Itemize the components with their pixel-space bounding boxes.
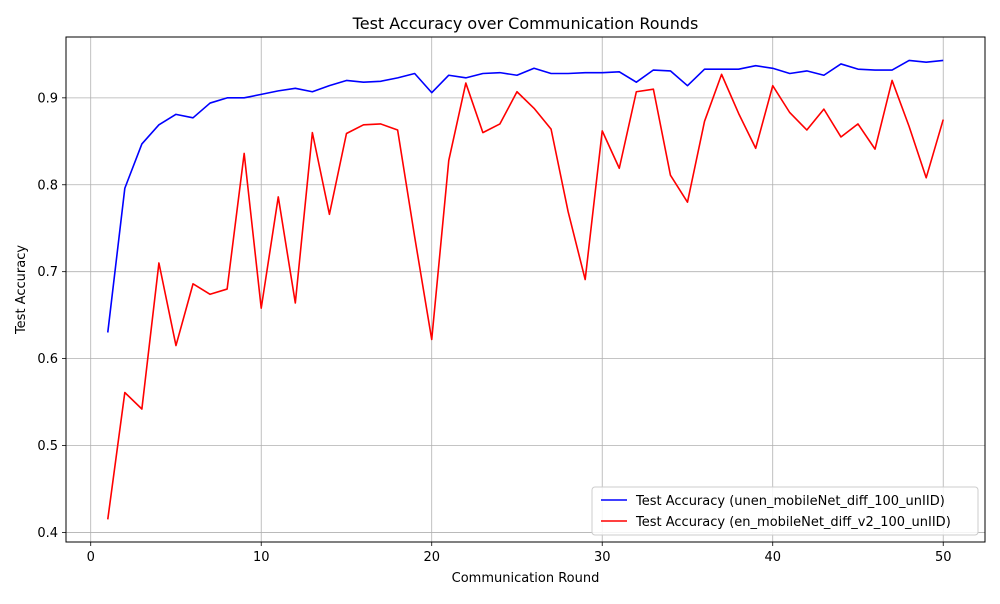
y-axis-label: Test Accuracy [14, 245, 29, 335]
y-tick-label: 0.8 [37, 178, 58, 193]
x-tick-label: 20 [423, 550, 440, 565]
plot-frame [65, 36, 986, 543]
y-tick-label: 0.5 [37, 439, 58, 454]
x-tick-label: 30 [594, 550, 611, 565]
x-tick-label: 50 [935, 550, 952, 565]
x-tick-label: 10 [253, 550, 270, 565]
legend-label-series-2: Test Accuracy (en_mobileNet_diff_v2_100_… [635, 515, 951, 530]
x-tick-label: 0 [87, 550, 95, 565]
legend-box [591, 486, 979, 536]
x-axis-label: Communication Round [452, 571, 600, 586]
series-lines [106, 59, 944, 520]
y-tick-label: 0.7 [37, 265, 58, 280]
y-tick-label: 0.6 [37, 352, 58, 367]
series-line-1 [106, 59, 944, 333]
y-tick-label: 0.9 [37, 91, 58, 106]
legend-label-series-1: Test Accuracy (unen_mobileNet_diff_100_u… [635, 494, 945, 509]
y-tick-label: 0.4 [37, 526, 58, 541]
series-line-2 [106, 73, 944, 520]
chart-title: Test Accuracy over Communication Rounds [352, 14, 699, 33]
legend: Test Accuracy (unen_mobileNet_diff_100_u… [591, 486, 979, 536]
axis-ticks: 0 10 20 30 40 50 0.4 0.5 0.6 0.7 0.8 0.9 [37, 91, 951, 565]
x-tick-label: 40 [764, 550, 781, 565]
